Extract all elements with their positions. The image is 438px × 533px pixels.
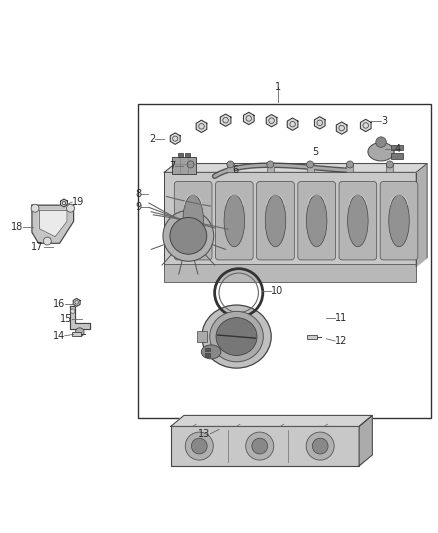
Circle shape (246, 432, 274, 460)
Polygon shape (60, 199, 67, 207)
FancyBboxPatch shape (215, 182, 253, 260)
Polygon shape (164, 164, 427, 172)
Ellipse shape (368, 142, 394, 161)
Text: 18: 18 (11, 222, 23, 232)
Text: 2: 2 (149, 134, 155, 144)
Text: 6: 6 (233, 165, 239, 175)
Polygon shape (314, 117, 325, 129)
Circle shape (307, 161, 314, 168)
Ellipse shape (183, 195, 203, 247)
Polygon shape (171, 415, 372, 426)
FancyBboxPatch shape (339, 182, 377, 260)
Circle shape (227, 161, 234, 168)
Bar (386, 165, 393, 172)
Circle shape (185, 432, 213, 460)
Text: 13: 13 (198, 429, 210, 439)
Text: 12: 12 (335, 336, 347, 346)
Ellipse shape (210, 311, 263, 362)
Circle shape (31, 204, 39, 212)
Polygon shape (70, 306, 90, 329)
FancyBboxPatch shape (298, 182, 336, 260)
FancyBboxPatch shape (174, 182, 212, 260)
Circle shape (376, 137, 386, 147)
Text: 4: 4 (394, 144, 400, 154)
Polygon shape (244, 112, 254, 125)
Ellipse shape (389, 195, 409, 247)
Text: 7: 7 (169, 161, 175, 171)
Bar (267, 165, 274, 172)
Ellipse shape (265, 195, 286, 247)
Polygon shape (336, 122, 347, 134)
Ellipse shape (216, 318, 257, 356)
Ellipse shape (307, 195, 327, 247)
Bar (307, 165, 314, 172)
Circle shape (187, 161, 194, 168)
Circle shape (170, 217, 207, 254)
Polygon shape (196, 120, 207, 133)
Circle shape (252, 438, 268, 454)
Circle shape (386, 161, 393, 168)
Polygon shape (360, 119, 371, 132)
Polygon shape (416, 164, 427, 266)
Ellipse shape (348, 195, 368, 247)
Text: 3: 3 (381, 116, 387, 126)
FancyBboxPatch shape (380, 182, 418, 260)
Bar (178, 152, 183, 157)
Bar (172, 157, 196, 174)
Text: 17: 17 (32, 242, 44, 252)
Polygon shape (73, 298, 80, 306)
Text: 11: 11 (335, 313, 347, 323)
Bar (171, 426, 359, 466)
Text: 14: 14 (53, 330, 65, 341)
Circle shape (312, 438, 328, 454)
Ellipse shape (224, 195, 244, 247)
Bar (164, 264, 416, 282)
Bar (187, 165, 194, 172)
Bar (205, 353, 210, 357)
Circle shape (191, 438, 207, 454)
Text: 8: 8 (135, 189, 141, 199)
Bar (164, 172, 416, 266)
Polygon shape (266, 115, 277, 127)
Text: 5: 5 (312, 147, 318, 157)
Circle shape (267, 161, 274, 168)
Polygon shape (39, 211, 67, 237)
Polygon shape (32, 205, 74, 243)
Bar (307, 335, 317, 340)
Bar (198, 332, 207, 342)
Circle shape (346, 161, 353, 168)
Bar (227, 165, 234, 172)
Bar (391, 145, 403, 150)
Circle shape (75, 328, 84, 336)
Text: 1: 1 (275, 82, 281, 92)
Bar (72, 333, 81, 336)
Text: 19: 19 (72, 197, 85, 207)
Circle shape (306, 432, 334, 460)
Polygon shape (170, 133, 180, 144)
Text: 9: 9 (135, 203, 141, 212)
FancyBboxPatch shape (257, 182, 294, 260)
Polygon shape (359, 415, 372, 466)
Ellipse shape (202, 305, 271, 368)
Ellipse shape (201, 345, 221, 359)
Polygon shape (220, 114, 231, 126)
Polygon shape (287, 118, 298, 130)
Bar (346, 165, 353, 172)
Circle shape (71, 309, 75, 313)
Bar (138, 104, 431, 418)
Circle shape (67, 204, 74, 212)
Text: 16: 16 (53, 298, 65, 309)
Text: 15: 15 (60, 314, 72, 324)
Bar (205, 348, 210, 351)
Text: 10: 10 (271, 286, 283, 296)
Bar (185, 152, 190, 157)
Circle shape (43, 237, 51, 245)
Bar (391, 154, 403, 159)
Circle shape (163, 211, 214, 261)
